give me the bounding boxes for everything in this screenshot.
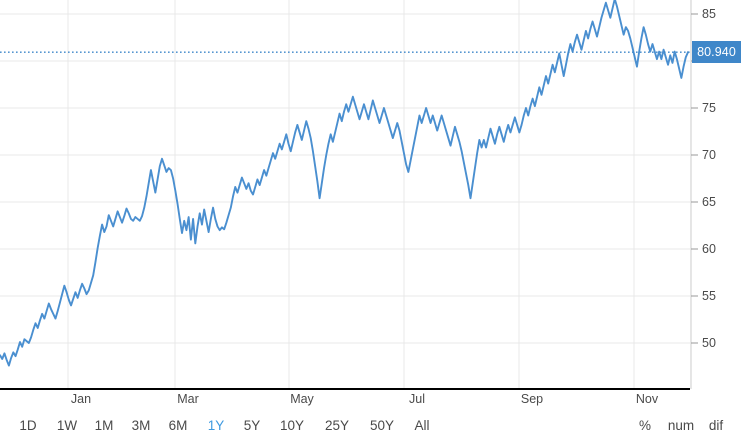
x-axis-labels: Jan Mar May Jul Sep Nov xyxy=(0,390,741,412)
chart-toolbar: 1D 1W 1M 3M 6M 1Y 5Y 10Y 25Y 50Y All% num dif xyxy=(0,414,741,444)
y-axis-ticks xyxy=(691,13,698,344)
range-button-50y[interactable]: 50Y xyxy=(369,418,395,433)
y-axis-label: 50 xyxy=(702,335,716,350)
option-button-num[interactable]: num xyxy=(667,418,695,433)
range-button-25y[interactable]: 25Y xyxy=(324,418,350,433)
range-button-1m[interactable]: 1M xyxy=(94,418,114,433)
range-button-all[interactable]: All xyxy=(414,418,430,433)
x-axis-label: Mar xyxy=(177,392,199,406)
option-button-percent[interactable]: % xyxy=(638,418,652,433)
price-chart-svg xyxy=(0,0,698,390)
x-axis-label: May xyxy=(290,392,314,406)
range-button-5y[interactable]: 5Y xyxy=(243,418,261,433)
chart-plot-area[interactable]: 85 75 70 65 60 55 50 80.940 xyxy=(0,0,741,390)
y-axis-label: 55 xyxy=(702,288,716,303)
x-axis-label: Nov xyxy=(635,392,659,406)
range-button-1y[interactable]: 1Y xyxy=(207,418,225,433)
range-button-1d[interactable]: 1D xyxy=(19,418,37,433)
y-axis-label: 70 xyxy=(702,147,716,162)
vertical-gridlines xyxy=(67,0,635,389)
x-axis-label: Jan xyxy=(70,392,92,406)
x-axis-label: Jul xyxy=(409,392,425,406)
y-axis-label: 75 xyxy=(702,100,716,115)
range-button-6m[interactable]: 6M xyxy=(168,418,188,433)
x-axis-label: Sep xyxy=(520,392,544,406)
range-button-3m[interactable]: 3M xyxy=(131,418,151,433)
y-axis-label: 85 xyxy=(702,6,716,21)
y-axis-label: 60 xyxy=(702,241,716,256)
current-price-badge: 80.940 xyxy=(692,41,741,64)
horizontal-gridlines xyxy=(0,13,690,344)
range-button-10y[interactable]: 10Y xyxy=(279,418,305,433)
option-button-dif[interactable]: dif xyxy=(708,418,724,433)
y-axis-label: 65 xyxy=(702,194,716,209)
range-button-1w[interactable]: 1W xyxy=(56,418,78,433)
price-line xyxy=(0,0,689,367)
